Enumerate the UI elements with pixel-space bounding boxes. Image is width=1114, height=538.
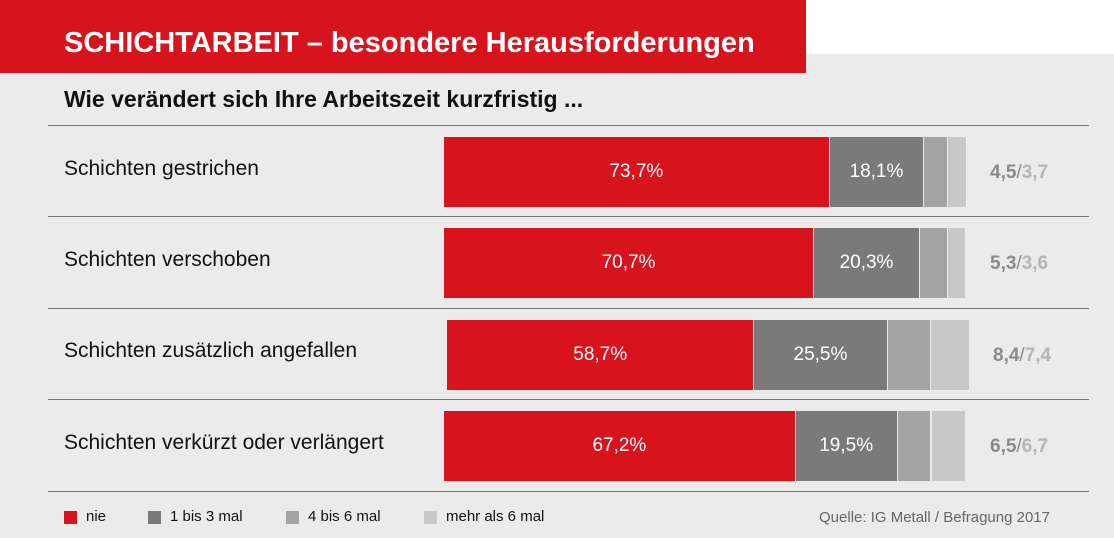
bar-segment-1-bis-3-mal: 20,3% [813, 228, 919, 298]
bar-segment-4-bis-6-mal [923, 137, 947, 207]
bar-segment-nie: 70,7% [444, 228, 814, 298]
source-note: Quelle: IG Metall / Befragung 2017 [819, 509, 1050, 526]
bar-segment-nie: 58,7% [447, 320, 754, 390]
bar-segment-1-bis-3-mal: 18,1% [828, 137, 924, 207]
chart-subtitle: Wie verändert sich Ihre Arbeitszeit kurz… [64, 86, 584, 112]
data-label: 7,4 [1024, 345, 1052, 366]
divider-line [48, 216, 1089, 217]
bar-segment-4-bis-6-mal [919, 228, 947, 298]
data-label: 6,7 [1021, 436, 1049, 457]
divider-line [48, 491, 1089, 492]
data-label: 58,7% [573, 344, 628, 365]
category-label: Schichten verkürzt oder verlängert [64, 431, 384, 454]
data-label: 19,5% [819, 435, 874, 456]
data-label: 8,4 [993, 345, 1020, 366]
category-label: Schichten gestrichen [64, 157, 259, 180]
legend-swatch [148, 511, 161, 524]
legend-swatch [424, 511, 437, 524]
data-label: 73,7% [609, 161, 664, 182]
legend-swatch [286, 511, 299, 524]
data-label: 6,5 [990, 436, 1017, 457]
legend-label: 4 bis 6 mal [308, 508, 381, 525]
divider-line [48, 308, 1089, 309]
bar-segment-1-bis-3-mal: 25,5% [753, 320, 887, 390]
data-label: 3,7 [1021, 162, 1049, 183]
legend-label: nie [86, 508, 107, 525]
separator-slash: / [1019, 345, 1025, 366]
divider-line [48, 125, 1089, 126]
bar-segment-nie: 67,2% [444, 411, 795, 481]
bar-segment-mehr-als-6-mal [930, 411, 966, 481]
divider-line [48, 399, 1089, 400]
data-label: 5,3 [990, 253, 1017, 274]
legend-label: 1 bis 3 mal [170, 508, 243, 525]
data-label: 3,6 [1021, 253, 1049, 274]
chart-title: SCHICHTARBEIT – besondere Herausforderun… [0, 0, 806, 73]
bar-segment-mehr-als-6-mal [930, 320, 969, 390]
separator-slash: / [1016, 253, 1022, 274]
bar-segment-4-bis-6-mal [886, 320, 931, 390]
small-values-label: 4,5/3,7 [990, 162, 1048, 184]
small-values-label: 5,3/3,6 [990, 253, 1048, 275]
bar-segment-4-bis-6-mal [896, 411, 931, 481]
data-label: 20,3% [839, 252, 894, 273]
bar-segment-mehr-als-6-mal [946, 137, 966, 207]
small-values-label: 6,5/6,7 [990, 436, 1048, 458]
data-label: 67,2% [592, 435, 647, 456]
bar-segment-1-bis-3-mal: 19,5% [794, 411, 897, 481]
top-right-white-area [806, 0, 1114, 54]
legend-label: mehr als 6 mal [446, 508, 545, 525]
bar-segment-nie: 73,7% [444, 137, 829, 207]
data-label: 4,5 [990, 162, 1017, 183]
data-label: 70,7% [601, 252, 656, 273]
legend-swatch [64, 511, 77, 524]
category-label: Schichten verschoben [64, 248, 271, 271]
separator-slash: / [1016, 162, 1022, 183]
small-values-label: 8,4/7,4 [993, 345, 1051, 367]
category-label: Schichten zusätzlich angefallen [64, 339, 358, 362]
data-label: 25,5% [793, 344, 848, 365]
data-label: 18,1% [849, 161, 904, 182]
separator-slash: / [1016, 436, 1022, 457]
bar-segment-mehr-als-6-mal [946, 228, 966, 298]
